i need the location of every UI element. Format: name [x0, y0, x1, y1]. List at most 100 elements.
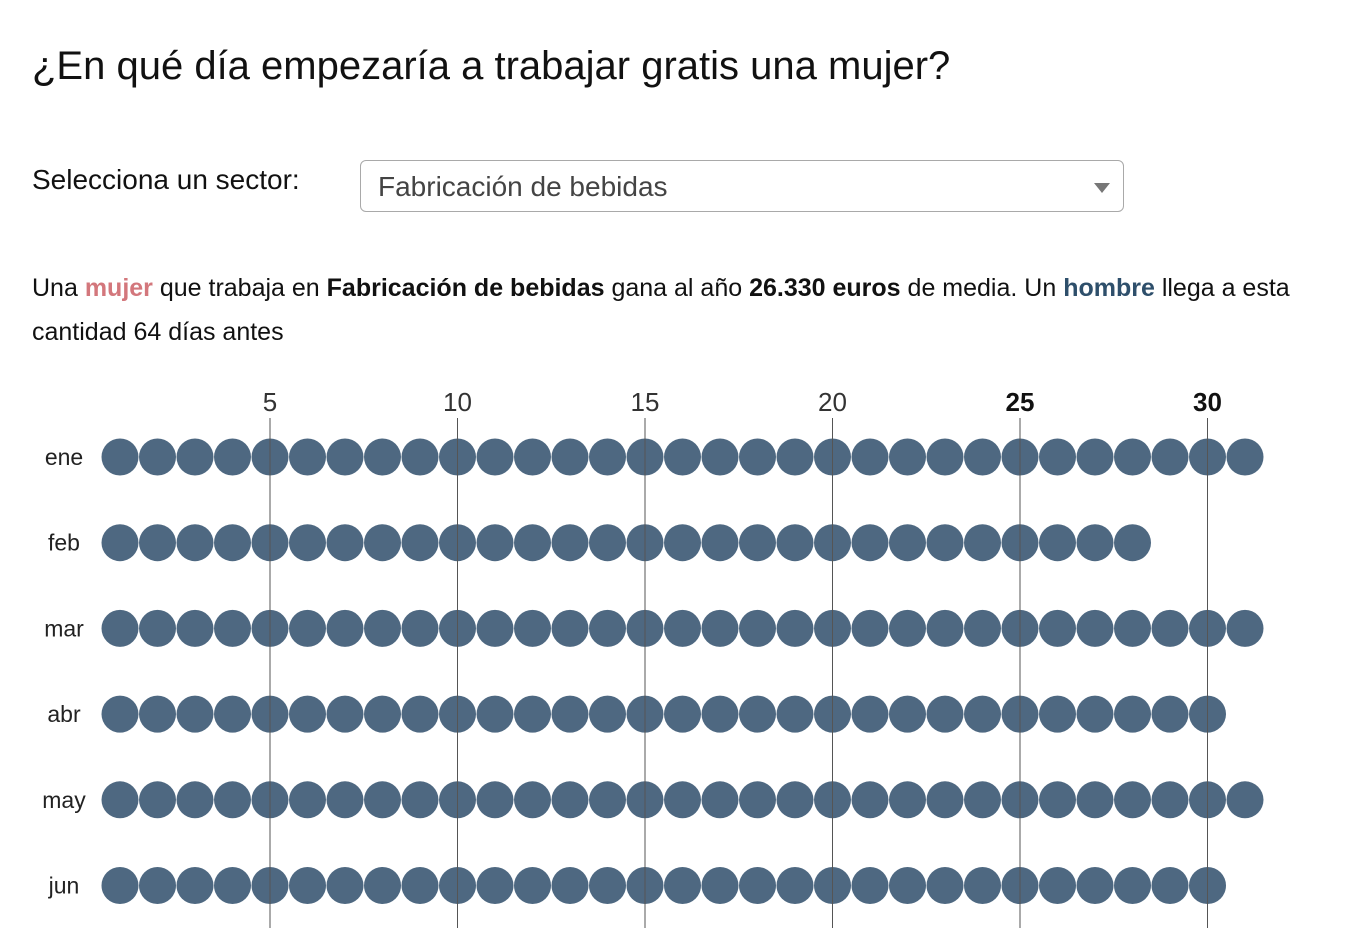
day-dot-may-26 — [1039, 781, 1076, 819]
day-dot-mar-21 — [851, 609, 889, 647]
man-highlight: hombre — [1063, 274, 1155, 302]
day-dot-mar-19 — [776, 609, 814, 647]
day-dot-jun-3 — [176, 867, 214, 904]
day-dot-ene-23 — [926, 438, 964, 476]
day-dot-abr-7 — [326, 695, 364, 733]
day-dot-jun-8 — [364, 867, 401, 904]
day-dot-may-18 — [739, 781, 776, 819]
day-dot-feb-24 — [964, 524, 1001, 562]
sector-selector-row: Selecciona un sector: Fabricación de beb… — [32, 160, 1132, 216]
day-dot-jun-17 — [701, 867, 739, 904]
day-dot-may-16 — [664, 781, 701, 819]
day-dot-jun-13 — [551, 867, 589, 904]
day-dot-abr-19 — [776, 695, 814, 733]
month-label-may: may — [42, 787, 86, 813]
day-dot-jun-16 — [664, 867, 701, 904]
day-dot-mar-28 — [1114, 609, 1151, 647]
chevron-down-icon[interactable] — [1094, 183, 1110, 193]
day-dot-abr-3 — [176, 695, 214, 733]
day-dot-feb-13 — [551, 524, 589, 562]
day-dot-abr-6 — [289, 695, 326, 733]
summary-part4: de media. Un — [900, 274, 1064, 302]
day-dot-ene-18 — [739, 438, 776, 476]
day-dot-feb-9 — [401, 524, 439, 562]
day-dot-feb-18 — [739, 524, 776, 562]
day-dot-mar-2 — [139, 609, 176, 647]
day-axis: 5 10 15 20 25 30 — [263, 387, 1222, 417]
day-dot-ene-1 — [101, 438, 139, 476]
day-dot-ene-21 — [851, 438, 889, 476]
day-dot-abr-13 — [551, 695, 589, 733]
page-title: ¿En qué día empezaría a trabajar gratis … — [32, 44, 951, 88]
tick-label-day-5: 5 — [263, 387, 277, 417]
day-dot-jun-19 — [776, 867, 814, 904]
day-dot-may-22 — [889, 781, 926, 819]
day-dot-may-13 — [551, 781, 589, 819]
day-dot-abr-18 — [739, 695, 776, 733]
day-dot-may-14 — [589, 781, 626, 819]
day-dot-mar-14 — [589, 609, 626, 647]
day-dot-abr-1 — [101, 695, 139, 733]
day-dot-jun-7 — [326, 867, 364, 904]
day-dot-mar-4 — [214, 609, 251, 647]
day-dot-ene-6 — [289, 438, 326, 476]
day-dot-feb-17 — [701, 524, 739, 562]
day-dot-mar-16 — [664, 609, 701, 647]
day-dot-feb-3 — [176, 524, 214, 562]
day-dot-mar-3 — [176, 609, 214, 647]
day-dot-mar-9 — [401, 609, 439, 647]
day-dot-feb-1 — [101, 524, 139, 562]
day-dot-mar-7 — [326, 609, 364, 647]
sector-select-value: Fabricación de bebidas — [378, 171, 668, 202]
day-dot-may-3 — [176, 781, 214, 819]
day-dot-ene-16 — [664, 438, 701, 476]
day-dot-feb-23 — [926, 524, 964, 562]
day-dot-may-11 — [476, 781, 514, 819]
day-dot-ene-31 — [1226, 438, 1264, 476]
day-dot-ene-11 — [476, 438, 514, 476]
day-dot-jun-29 — [1151, 867, 1189, 904]
day-dot-abr-23 — [926, 695, 964, 733]
month-axis: ene feb mar abr may jun — [42, 444, 86, 899]
day-dot-jun-1 — [101, 867, 139, 904]
day-dot-abr-2 — [139, 695, 176, 733]
day-dot-may-1 — [101, 781, 139, 819]
sector-highlight: Fabricación de bebidas — [326, 274, 605, 302]
day-dot-jun-11 — [476, 867, 514, 904]
summary-part2: que trabaja en — [152, 274, 327, 302]
day-dot-feb-26 — [1039, 524, 1076, 562]
day-dot-abr-17 — [701, 695, 739, 733]
tick-label-day-25: 25 — [1006, 387, 1035, 417]
day-dot-jun-27 — [1076, 867, 1114, 904]
day-dot-mar-18 — [739, 609, 776, 647]
day-dot-ene-28 — [1114, 438, 1151, 476]
summary-part1: Una — [32, 274, 85, 302]
day-dot-jun-28 — [1114, 867, 1151, 904]
month-label-ene: ene — [45, 444, 83, 470]
day-dot-abr-11 — [476, 695, 514, 733]
day-dot-feb-11 — [476, 524, 514, 562]
day-dot-abr-21 — [851, 695, 889, 733]
day-dot-jun-2 — [139, 867, 176, 904]
day-dot-jun-24 — [964, 867, 1001, 904]
sector-select[interactable]: Fabricación de bebidas — [360, 160, 1124, 212]
day-dot-feb-21 — [851, 524, 889, 562]
day-dot-ene-4 — [214, 438, 251, 476]
day-dot-abr-28 — [1114, 695, 1151, 733]
sector-selector-label: Selecciona un sector: — [32, 164, 300, 195]
day-dot-ene-3 — [176, 438, 214, 476]
day-dot-may-7 — [326, 781, 364, 819]
day-dot-abr-14 — [589, 695, 626, 733]
day-dot-jun-9 — [401, 867, 439, 904]
day-dot-abr-12 — [514, 695, 551, 733]
day-dot-ene-19 — [776, 438, 814, 476]
day-dot-mar-17 — [701, 609, 739, 647]
day-dot-mar-11 — [476, 609, 514, 647]
day-dot-mar-12 — [514, 609, 551, 647]
month-label-mar: mar — [44, 615, 84, 641]
day-dot-abr-9 — [401, 695, 439, 733]
day-dot-abr-27 — [1076, 695, 1114, 733]
day-dot-feb-6 — [289, 524, 326, 562]
amount-highlight: 26.330 euros — [749, 274, 901, 302]
day-dot-may-12 — [514, 781, 551, 819]
